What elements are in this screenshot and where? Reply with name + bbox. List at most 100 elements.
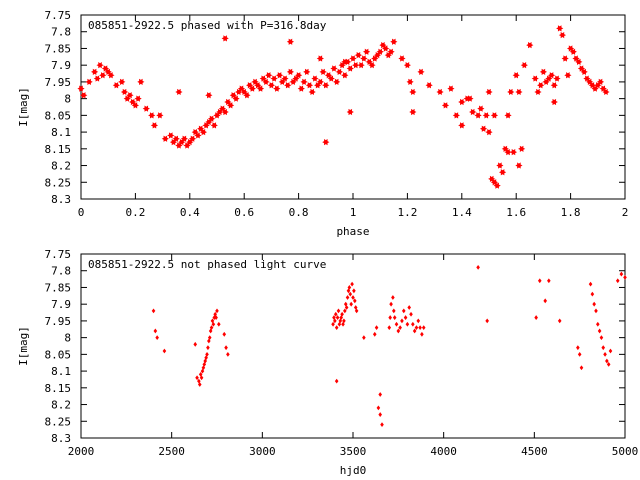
data-point: [477, 105, 485, 112]
data-point: [85, 78, 93, 86]
x-axis-label: phase: [336, 225, 369, 238]
data-point: [120, 88, 129, 96]
data-point: [337, 321, 342, 327]
data-point: [496, 162, 504, 169]
data-point: [213, 112, 221, 119]
x-tick-label: 1.6: [506, 206, 526, 219]
data-point: [259, 75, 267, 82]
x-tick-label: 2000: [68, 445, 95, 458]
data-point: [123, 95, 131, 102]
data-point: [322, 139, 330, 146]
data-point: [248, 85, 256, 92]
data-point: [262, 78, 270, 86]
data-point: [351, 295, 355, 300]
data-point: [515, 88, 523, 96]
data-point: [267, 82, 275, 89]
data-point: [199, 128, 207, 136]
data-point: [447, 85, 455, 92]
data-point: [240, 88, 248, 96]
y-ticks: 7.75 7.8 7.85 7.9 7.95 8 8.05 8.1 8.15 8.2 8.25 8.3: [45, 248, 625, 445]
data-point: [193, 341, 198, 347]
data-point: [388, 315, 392, 320]
data-point: [619, 271, 624, 277]
data-point: [564, 72, 572, 79]
data-point: [162, 348, 167, 354]
y-tick-label: 8.1: [51, 365, 71, 378]
data-point: [387, 48, 395, 55]
data-point: [379, 41, 387, 49]
data-point: [172, 135, 180, 142]
data-point: [596, 78, 605, 86]
data-point: [330, 65, 338, 72]
data-point: [335, 68, 343, 75]
data-points: [151, 264, 627, 428]
x-tick-label: 0.6: [234, 206, 254, 219]
y-tick-label: 7.8: [51, 26, 71, 39]
data-point: [209, 325, 214, 330]
data-point: [452, 112, 460, 119]
data-point: [153, 328, 158, 334]
data-point: [539, 68, 547, 75]
data-point: [606, 362, 611, 367]
data-point: [504, 149, 512, 156]
x-ticks: 0 0.2 0.4 0.6 0.8 1 1.2 1.4 1.6 1.8 2: [78, 15, 628, 219]
data-point: [583, 75, 591, 82]
y-tick-label: 7.9: [51, 59, 71, 72]
data-points: [77, 25, 610, 189]
data-point: [275, 72, 284, 79]
data-point: [286, 68, 295, 75]
data-point: [210, 122, 218, 129]
data-point: [188, 135, 197, 142]
data-point: [458, 122, 466, 129]
data-point: [305, 82, 314, 89]
data-point: [354, 308, 359, 314]
data-point: [557, 318, 562, 324]
x-tick-label: 0.2: [125, 206, 145, 219]
data-point: [376, 405, 381, 411]
data-point: [482, 112, 490, 119]
data-point: [501, 145, 509, 152]
data-point: [126, 92, 134, 99]
data-point: [534, 88, 542, 96]
x-tick-label: 1.4: [452, 206, 472, 219]
y-tick-label: 8.25: [45, 415, 72, 428]
x-tick-label: 3500: [340, 445, 367, 458]
data-point: [531, 75, 539, 82]
y-tick-label: 8.05: [45, 109, 72, 122]
y-tick-label: 8: [64, 93, 71, 106]
x-ticks: 2000 2500 3000 3500 4000 4500 5000: [68, 254, 638, 458]
data-point: [401, 308, 406, 314]
data-point: [575, 58, 583, 65]
data-point: [226, 351, 230, 357]
data-point: [374, 325, 379, 330]
phased-light-curve-panel: 085851-2922.5 phased with P=316.8day pha…: [17, 9, 628, 238]
data-point: [206, 345, 210, 351]
data-point: [376, 48, 384, 55]
data-point: [349, 55, 357, 62]
data-point: [488, 175, 496, 183]
data-point: [232, 95, 240, 102]
data-point: [537, 82, 545, 89]
data-point: [303, 68, 311, 75]
x-tick-label: 1: [350, 206, 357, 219]
data-point: [409, 311, 413, 317]
data-point: [243, 92, 251, 99]
data-point: [332, 315, 336, 320]
x-tick-label: 4500: [521, 445, 548, 458]
data-point: [207, 338, 211, 344]
data-point: [411, 321, 415, 327]
y-tick-label: 8.1: [51, 126, 71, 139]
y-axis-label: I[mag]: [17, 326, 30, 366]
data-point: [545, 75, 553, 82]
data-point: [207, 115, 216, 122]
data-point: [180, 135, 188, 142]
data-point: [183, 142, 191, 149]
data-point: [414, 325, 419, 330]
x-tick-label: 0.4: [180, 206, 200, 219]
data-point: [389, 301, 393, 307]
data-point: [134, 95, 142, 102]
data-point: [265, 72, 273, 79]
data-point: [406, 78, 414, 86]
data-point: [224, 345, 228, 351]
data-point: [586, 78, 594, 86]
